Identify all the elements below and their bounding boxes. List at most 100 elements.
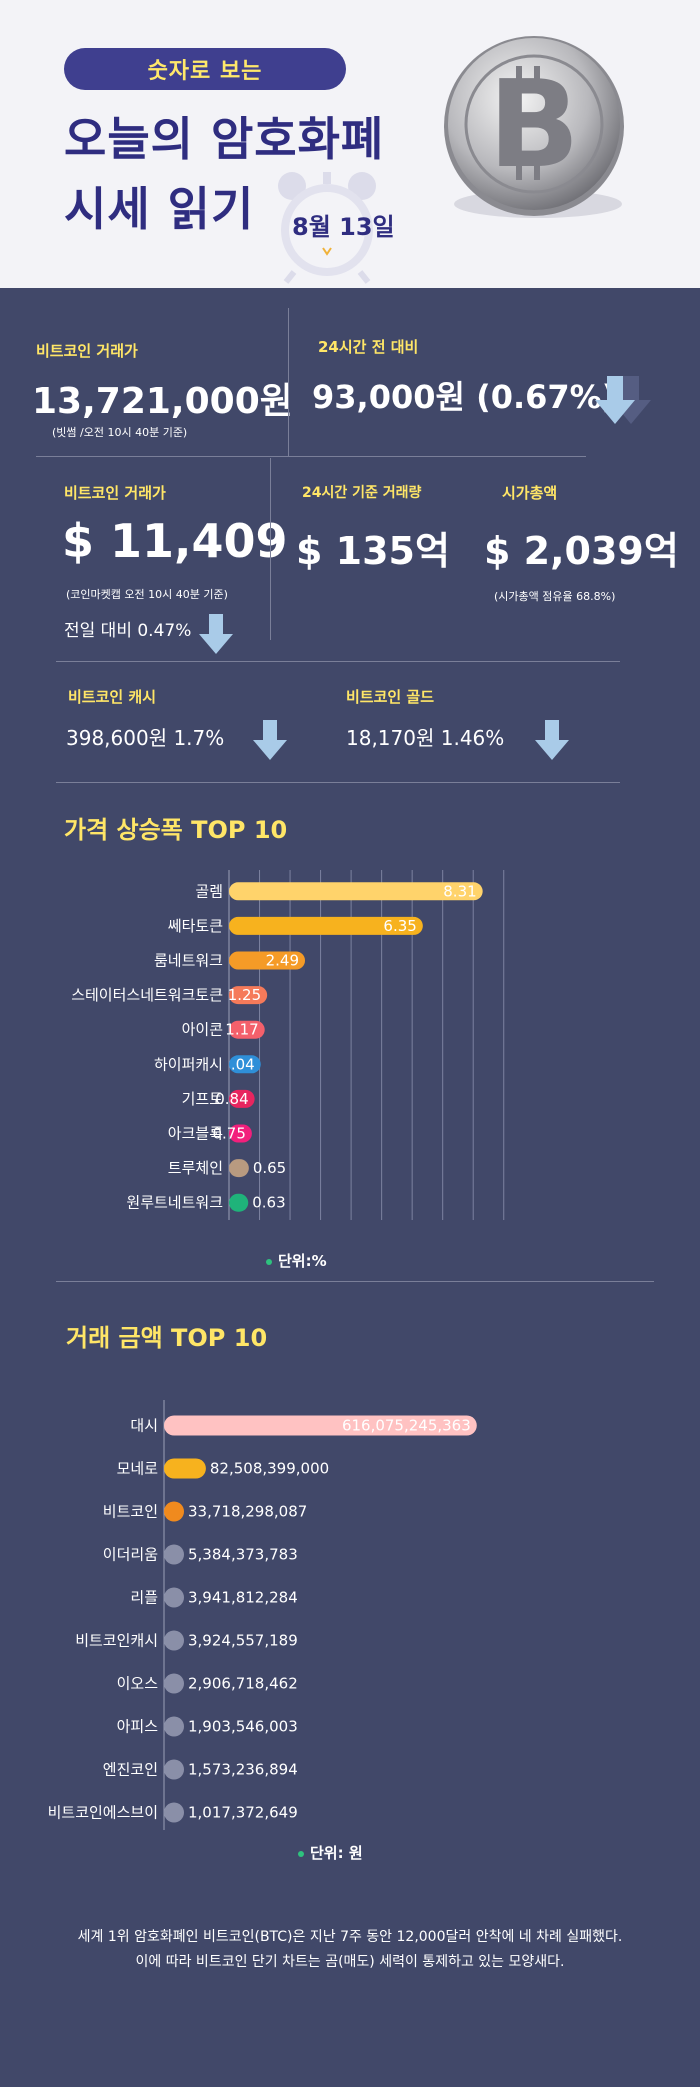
value-label: 1.25	[228, 986, 261, 1004]
bar	[229, 1193, 249, 1212]
bch-value: 398,600원 1.7%	[66, 726, 225, 750]
category-label: 비트코인에스브이	[48, 1804, 158, 1822]
footer-line-2: 이에 따라 비트코인 단기 차트는 곰(매도) 세력이 통제하고 있는 모양새다…	[135, 1954, 565, 1970]
btg-value: 18,170원 1.46%	[346, 726, 505, 750]
header-badge: 숫자로 보는	[64, 48, 346, 90]
value-label: 33,718,298,087	[188, 1503, 307, 1521]
btc-krw-value: 13,721,000원	[32, 381, 293, 422]
value-label: 616,075,245,363	[342, 1417, 471, 1435]
btc-usd-label: 비트코인 거래가	[64, 484, 166, 502]
bar	[164, 1501, 184, 1522]
bar	[229, 951, 306, 970]
btc-krw-label: 비트코인 거래가	[36, 342, 138, 360]
bar	[164, 1673, 184, 1694]
value-label: 1.17	[225, 1021, 258, 1039]
divider	[36, 456, 586, 457]
category-label: 아피스	[117, 1718, 159, 1736]
category-label: 비트코인	[103, 1503, 158, 1521]
rise-unit-text: 단위:%	[278, 1252, 327, 1270]
down-arrow-icon	[535, 720, 569, 760]
change-24h-value: 93,000원 (0.67%)	[312, 378, 617, 416]
divider	[56, 782, 620, 783]
value-label: 2,906,718,462	[188, 1675, 298, 1693]
rise-chart: 골렘 8.31 쎄타토큰 6.35 룸네트워크 2.49 스테이터스네트워크토큰 1.25 아이…	[71, 870, 505, 1220]
bar	[229, 1020, 265, 1039]
category-label: 하이퍼캐시	[154, 1055, 223, 1073]
value-label: 1,573,236,894	[188, 1761, 298, 1779]
value-label: 3,924,557,189	[188, 1632, 298, 1650]
title-line-1: 오늘의 암호화폐	[64, 112, 385, 166]
bar	[164, 1544, 184, 1565]
btc-usd-note: (코인마켓캡 오전 10시 40분 기준)	[66, 588, 228, 601]
volume-24h-value: $ 135억	[296, 529, 450, 573]
btg-label: 비트코인 골드	[346, 688, 435, 706]
volume-24h-label: 24시간 기준 거래량	[302, 485, 422, 501]
market-cap-note: (시가총액 점유율 68.8%)	[494, 590, 616, 603]
bar	[229, 1124, 252, 1143]
bar	[164, 1458, 206, 1479]
divider	[270, 458, 271, 640]
category-label: 모네로	[117, 1460, 159, 1478]
value-label: 1,017,372,649	[188, 1804, 298, 1822]
value-label: 0.84	[215, 1090, 248, 1108]
category-label: 이오스	[117, 1675, 159, 1693]
category-label: 아크블록	[168, 1125, 223, 1143]
down-arrow-icon	[253, 720, 287, 760]
bar	[164, 1802, 184, 1823]
value-label: 0.63	[252, 1194, 285, 1212]
volume-chart-unit: 단위: 원	[298, 1842, 363, 1863]
category-label: 이더리움	[103, 1546, 158, 1564]
category-label: 골렘	[195, 882, 223, 900]
volume-unit-text: 단위: 원	[310, 1844, 363, 1862]
bar	[164, 1415, 477, 1436]
content-panel	[0, 288, 700, 2087]
value-label: .04	[231, 1055, 255, 1073]
btc-krw-note: (빗썸 /오전 10시 40분 기준)	[52, 426, 188, 439]
bar	[229, 1159, 249, 1178]
volume-chart-title: 거래 금액 TOP 10	[66, 1324, 268, 1352]
change-24h-label: 24시간 전 대비	[318, 338, 419, 356]
rise-chart-title: 가격 상승폭 TOP 10	[64, 816, 288, 844]
btc-usd-change: 전일 대비 0.47%	[64, 621, 192, 641]
category-label: 아이콘	[182, 1021, 223, 1039]
category-label: 스테이터스네트워크토큰	[71, 986, 223, 1004]
value-label: 2.49	[266, 952, 299, 970]
category-label: 비트코인캐시	[75, 1632, 158, 1650]
category-label: 기프토	[182, 1090, 224, 1108]
bar	[229, 986, 268, 1005]
bar	[229, 1055, 261, 1074]
volume-chart: 대시 616,075,245,363 모네로 82,508,399,000 비트코인 33…	[48, 1400, 477, 1830]
divider	[56, 1281, 654, 1282]
page-title: 오늘의 암호화폐 시세 읽기	[64, 104, 384, 244]
value-label: 5,384,373,783	[188, 1546, 298, 1564]
title-line-2: 시세 읽기	[64, 182, 255, 236]
date-label: 8월 13일	[292, 213, 395, 241]
category-label: 룸네트워크	[154, 952, 223, 970]
bar	[164, 1630, 184, 1651]
value-label: 3,941,812,284	[188, 1589, 298, 1607]
header: 숫자로 보는 오늘의 암호화폐 시세 읽기 8월 13일 B	[0, 0, 700, 288]
category-label: 트루체인	[168, 1159, 223, 1177]
value-label: 8.31	[443, 882, 476, 900]
bar	[164, 1716, 184, 1737]
category-label: 대시	[130, 1417, 158, 1435]
category-label: 리플	[130, 1589, 158, 1607]
footer-text: 세계 1위 암호화폐인 비트코인(BTC)은 지난 7주 동안 12,000달러…	[30, 1925, 670, 1975]
footer-line-1: 세계 1위 암호화폐인 비트코인(BTC)은 지난 7주 동안 12,000달러…	[77, 1929, 623, 1945]
divider	[288, 308, 289, 456]
market-cap-label: 시가총액	[502, 484, 558, 502]
category-label: 엔진코인	[103, 1761, 158, 1779]
value-label: 82,508,399,000	[210, 1460, 329, 1478]
value-label: 1,903,546,003	[188, 1718, 298, 1736]
value-label: 0.65	[253, 1159, 286, 1177]
alarm-clock-icon	[278, 172, 376, 284]
bch-label: 비트코인 캐시	[68, 688, 157, 706]
legend-dot	[266, 1258, 272, 1265]
down-arrow-icon	[595, 376, 651, 424]
bar	[164, 1759, 184, 1780]
bar	[164, 1587, 184, 1608]
category-label: 쎄타토큰	[168, 917, 223, 935]
rise-chart-unit: 단위:%	[266, 1250, 327, 1271]
btc-usd-value: $ 11,409	[62, 514, 288, 568]
bar	[229, 1089, 255, 1108]
